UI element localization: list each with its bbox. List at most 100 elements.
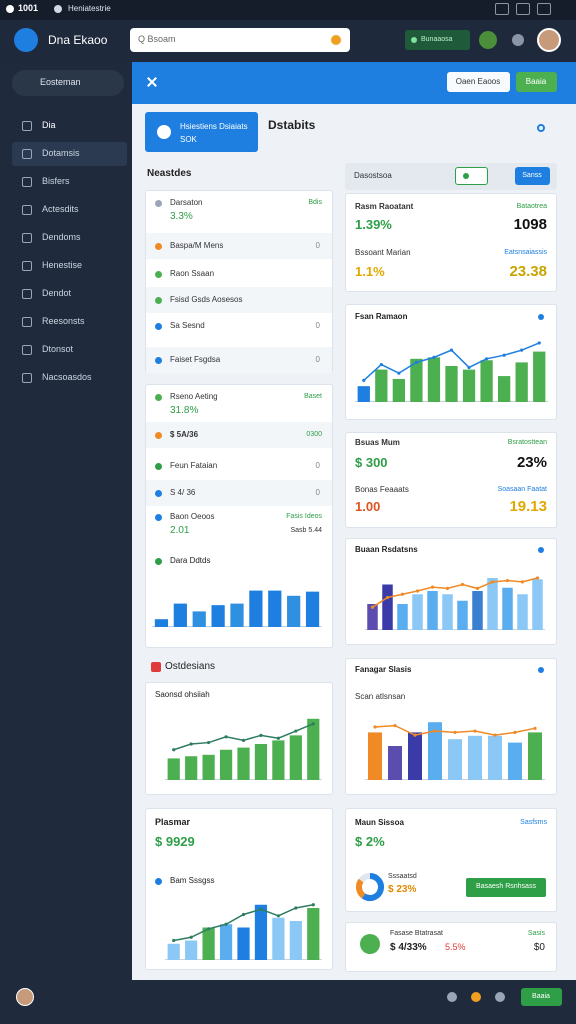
footer-avatar: [16, 988, 34, 1006]
trend-point: [445, 586, 450, 590]
trend-point: [453, 730, 457, 734]
goal-button[interactable]: [466, 878, 546, 897]
bar: [289, 921, 302, 960]
row-value: 2.01: [170, 524, 190, 536]
stat-big: 23%: [516, 453, 547, 471]
nav-item[interactable]: Henestise: [42, 260, 83, 271]
row-highlight: [146, 233, 332, 259]
row-label: Baspa/M Mens: [170, 241, 224, 251]
row-icon: [154, 356, 162, 364]
mini-chart: [152, 590, 322, 627]
trend-point: [520, 580, 525, 584]
nav-item[interactable]: Bisfers: [42, 176, 70, 187]
bar: [412, 594, 423, 630]
banner-value: SOK: [180, 135, 197, 145]
trend-point: [432, 355, 436, 359]
row-icon: [154, 431, 162, 439]
stat-value: 1.39%: [355, 216, 392, 232]
trend-point: [397, 371, 401, 375]
bar: [202, 754, 215, 780]
filter-button[interactable]: [455, 167, 488, 185]
card-change: 5.5%: [445, 942, 466, 953]
mini-chart: [365, 576, 545, 630]
trend-point: [415, 589, 420, 593]
bar: [508, 742, 522, 780]
bar: [462, 369, 476, 402]
bar: [528, 732, 542, 780]
bar: [428, 722, 442, 780]
nav-item[interactable]: Reesonsts: [42, 316, 85, 327]
action-button[interactable]: [405, 30, 470, 50]
row-label: Fsisd Gsds Aosesos: [170, 295, 243, 305]
bar: [268, 590, 282, 627]
card-value: $ 2%: [355, 833, 385, 849]
bar: [502, 587, 513, 630]
card-title: Maun Sissoa: [355, 818, 404, 828]
nav-item[interactable]: Nacsoasdos: [42, 372, 92, 383]
bar: [289, 735, 302, 780]
row-label: Baon Oeoos: [170, 512, 215, 522]
nav-item[interactable]: Dendot: [42, 288, 72, 299]
stat-label: Rasm Raoatant: [355, 202, 414, 212]
row-note: Baset: [304, 392, 322, 400]
row-highlight: [146, 480, 332, 506]
bar: [219, 749, 233, 780]
donut-slice: [361, 873, 384, 901]
bar: [427, 591, 438, 630]
nav-item[interactable]: Dendoms: [42, 232, 81, 243]
trend-point: [294, 729, 298, 733]
nav-item[interactable]: Dotamsis: [42, 148, 80, 159]
bar: [272, 740, 285, 780]
row-label: $ 5A/36: [170, 430, 199, 440]
footer-button-label: Baaia: [532, 992, 550, 1000]
bar: [192, 611, 206, 627]
trend-point: [385, 595, 390, 600]
bar: [375, 369, 388, 402]
row-label: Rseno Aeting: [170, 392, 218, 402]
toolbar-button-bg[interactable]: [447, 72, 510, 92]
search-placeholder: Q Bsoam: [138, 34, 176, 45]
window-control[interactable]: [537, 3, 551, 15]
row-value: 0: [315, 488, 320, 498]
trend-point: [513, 730, 517, 734]
primary-button[interactable]: [516, 72, 557, 92]
window-control[interactable]: [516, 3, 530, 15]
nav-item[interactable]: Dtonsot: [42, 344, 74, 355]
app-icon: [6, 5, 14, 13]
mini-chart: [365, 722, 545, 780]
stat-note: Bataotrea: [516, 202, 547, 210]
trend-point: [505, 579, 510, 583]
trend-point: [189, 742, 193, 746]
window-control[interactable]: [495, 3, 509, 15]
footer-icon: [495, 992, 505, 1002]
search-box[interactable]: [130, 28, 350, 52]
trend-point: [259, 907, 263, 911]
sidebar-search[interactable]: [12, 70, 124, 96]
row-value: 0: [315, 461, 320, 471]
trend-point: [207, 740, 211, 745]
bar: [410, 358, 423, 402]
bar: [307, 718, 320, 780]
row-highlight: [146, 347, 332, 373]
nav-item[interactable]: Dia: [42, 120, 56, 131]
nav-item[interactable]: Actesdits: [42, 204, 79, 215]
chart-title: Saonsd ohsiiah: [155, 690, 210, 700]
goal-share: $ 23%: [388, 883, 417, 895]
trend-point: [502, 353, 506, 357]
trend-point: [520, 348, 524, 352]
trend-point: [460, 582, 465, 587]
bar: [388, 746, 402, 780]
bar: [368, 732, 382, 780]
trend-point: [172, 938, 176, 943]
bar: [254, 904, 268, 960]
trend-point: [533, 726, 537, 730]
row-label: S 4/ 36: [170, 488, 196, 498]
card: [345, 193, 557, 292]
trend-line: [372, 577, 538, 608]
nav-icon: [22, 233, 32, 243]
trend-point: [172, 748, 176, 752]
bar-button[interactable]: [515, 167, 550, 185]
footer-button[interactable]: [521, 988, 562, 1006]
row-icon: [154, 242, 162, 250]
